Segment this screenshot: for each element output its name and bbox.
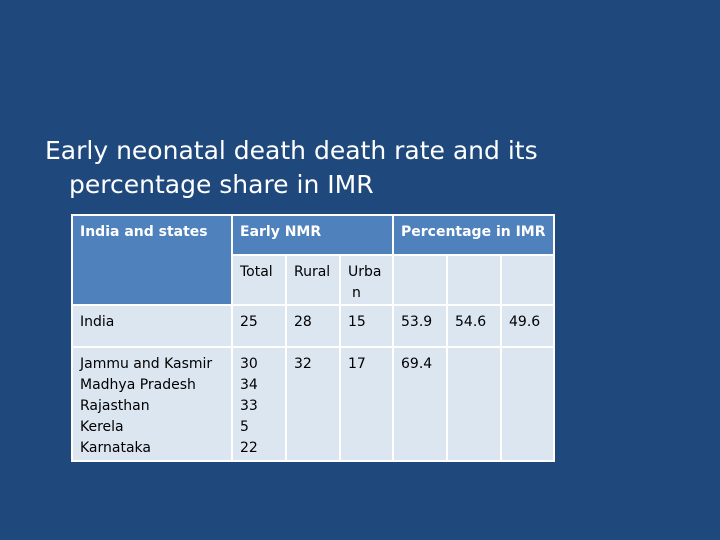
header-row: India and states Early NMR Percentage in… xyxy=(71,214,555,256)
row-india-pct-3: 49.6 xyxy=(500,304,555,348)
state-name: Jammu and Kasmir xyxy=(80,356,213,372)
subheader-blank-2 xyxy=(446,254,502,306)
row-states-totals: 30 34 33 5 22 xyxy=(231,346,287,462)
table-row: India 25 28 15 53.9 54.6 49.6 xyxy=(71,304,555,348)
subheader-urban-line1: Urba xyxy=(348,264,382,280)
state-name: Kerela xyxy=(80,419,124,435)
row-india-total: 25 xyxy=(231,304,287,348)
row-india-name: India xyxy=(71,304,233,348)
row-india-pct-2: 54.6 xyxy=(446,304,502,348)
header-states: India and states xyxy=(71,214,233,255)
state-total: 5 xyxy=(240,419,249,435)
row-india-urban: 15 xyxy=(339,304,394,348)
state-name: Karnataka xyxy=(80,440,151,456)
state-total: 33 xyxy=(240,398,258,414)
header-states-cont xyxy=(71,255,233,306)
header-percentage-imr: Percentage in IMR xyxy=(392,214,555,256)
row-states-urban: 17 xyxy=(339,346,394,462)
title-line-1: Early neonatal death death rate and its xyxy=(45,136,538,165)
row-states-pct-1: 69.4 xyxy=(392,346,448,462)
state-total: 34 xyxy=(240,377,258,393)
subheader-rural: Rural xyxy=(285,254,341,306)
nmr-table: India and states Early NMR Percentage in… xyxy=(71,214,555,462)
state-name: Madhya Pradesh xyxy=(80,377,196,393)
state-total: 30 xyxy=(240,356,258,372)
row-india-pct-1: 53.9 xyxy=(392,304,448,348)
header-early-nmr: Early NMR xyxy=(231,214,394,256)
row-states-names: Jammu and Kasmir Madhya Pradesh Rajastha… xyxy=(71,346,233,462)
row-states-pct-3 xyxy=(500,346,555,462)
subheader-blank-3 xyxy=(500,254,555,306)
subheader-urban-line2: n xyxy=(352,285,361,301)
state-name: Rajasthan xyxy=(80,398,150,414)
subheader-row: Total Rural Urba n xyxy=(71,254,555,306)
state-total: 22 xyxy=(240,440,258,456)
slide-title: Early neonatal death death rate and its … xyxy=(45,134,709,202)
title-line-2: percentage share in IMR xyxy=(69,170,374,199)
subheader-total: Total xyxy=(231,254,287,306)
table-row: Jammu and Kasmir Madhya Pradesh Rajastha… xyxy=(71,346,555,462)
subheader-blank-1 xyxy=(392,254,448,306)
row-states-pct-2 xyxy=(446,346,502,462)
row-india-rural: 28 xyxy=(285,304,341,348)
subheader-urban: Urba n xyxy=(339,254,394,306)
row-states-rural: 32 xyxy=(285,346,341,462)
